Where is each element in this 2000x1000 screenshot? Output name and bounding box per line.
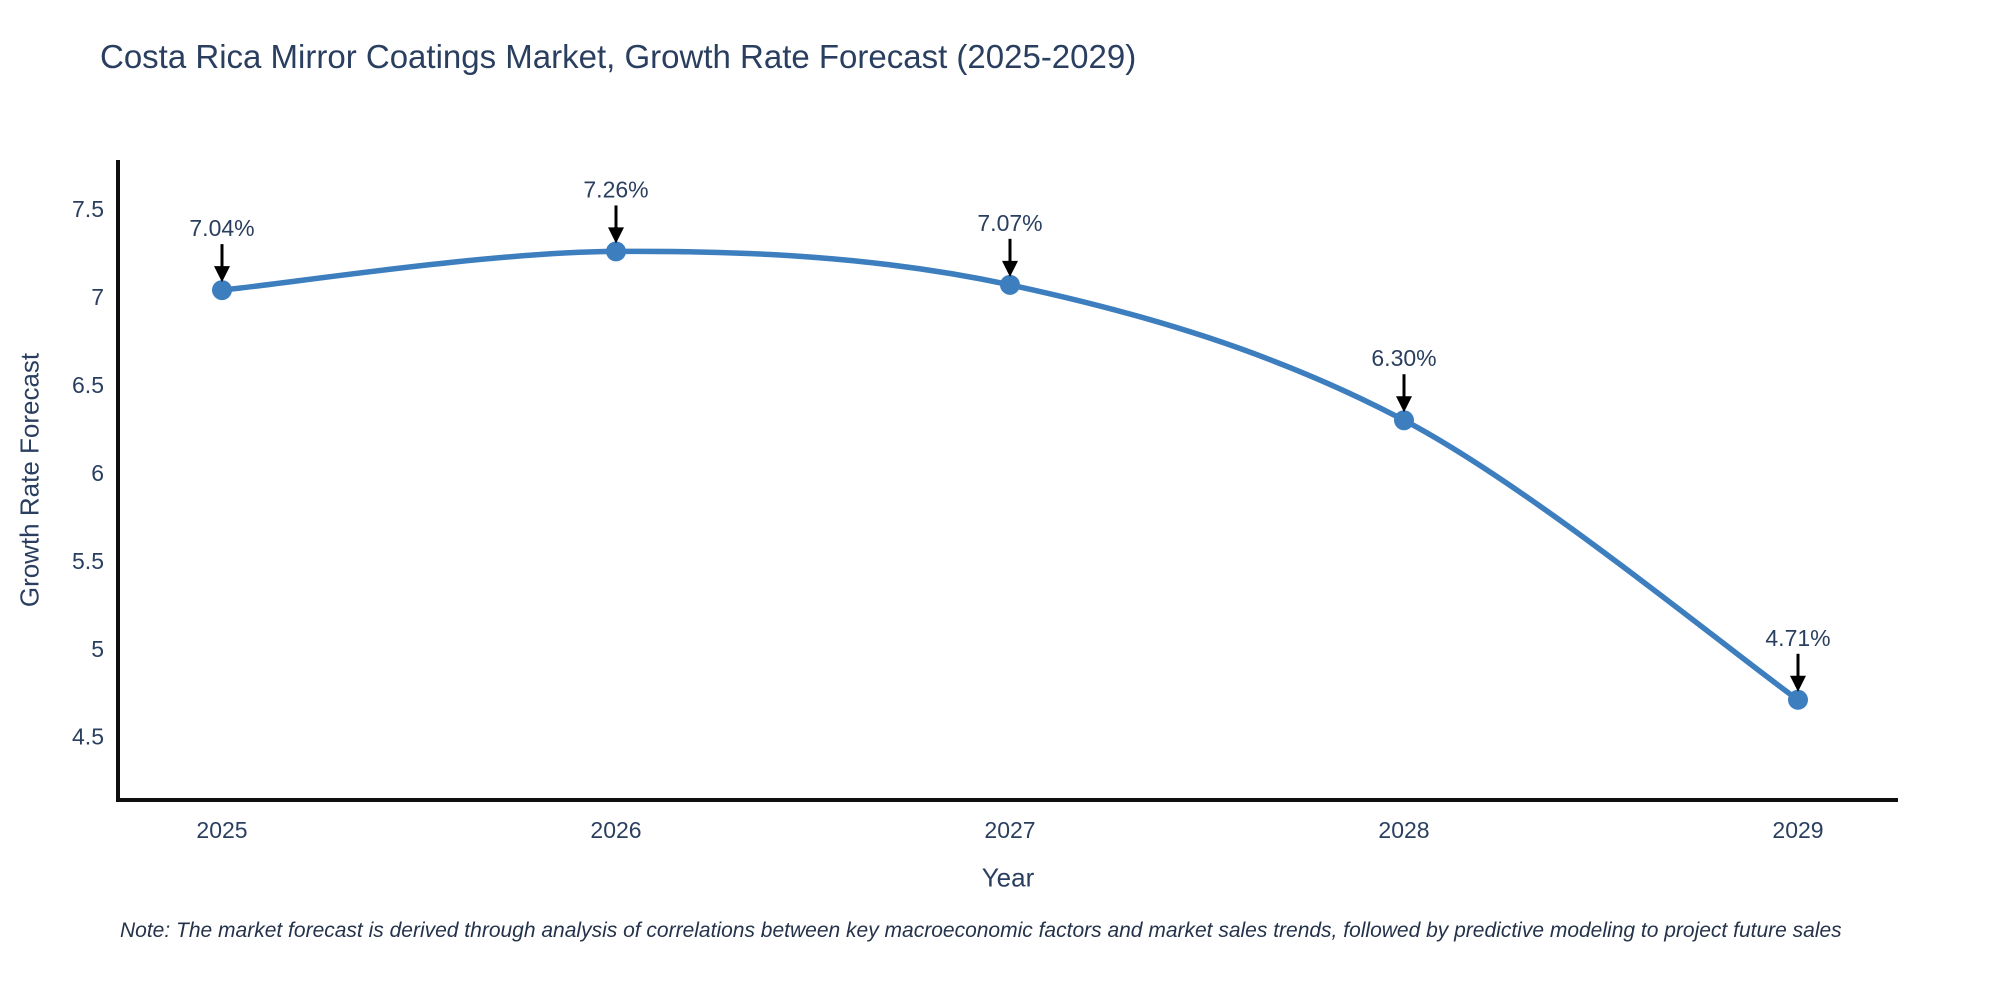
data-point-marker[interactable] bbox=[1394, 410, 1414, 431]
y-axis-title: Growth Rate Forecast bbox=[14, 352, 45, 608]
annotation-arrowhead bbox=[1002, 260, 1018, 277]
x-tick-label: 2026 bbox=[590, 817, 641, 843]
annotation-label: 7.07% bbox=[977, 210, 1042, 236]
y-tick-label: 6 bbox=[91, 460, 104, 486]
y-tick-label: 6.5 bbox=[72, 372, 104, 398]
footnote: Note: The market forecast is derived thr… bbox=[120, 919, 1842, 942]
annotation-arrowhead bbox=[214, 266, 230, 283]
x-tick-label: 2028 bbox=[1378, 817, 1429, 843]
annotation-arrowhead bbox=[1790, 675, 1806, 692]
y-tick-label: 5.5 bbox=[72, 548, 104, 574]
y-tick-label: 7 bbox=[91, 284, 104, 310]
data-point-marker[interactable] bbox=[1000, 274, 1020, 295]
annotation-label: 7.26% bbox=[583, 176, 648, 202]
y-tick-label: 7.5 bbox=[72, 196, 104, 222]
x-tick-label: 2029 bbox=[1772, 817, 1823, 843]
data-point-marker[interactable] bbox=[212, 280, 232, 301]
data-point-marker[interactable] bbox=[606, 241, 626, 262]
series-line bbox=[219, 248, 1801, 703]
x-tick-label: 2027 bbox=[984, 817, 1035, 843]
x-axis-title: Year bbox=[981, 862, 1035, 893]
annotation-label: 6.30% bbox=[1371, 345, 1436, 371]
annotation-label: 4.71% bbox=[1765, 625, 1830, 651]
x-tick-label: 2025 bbox=[196, 817, 247, 843]
annotation-label: 7.04% bbox=[189, 215, 254, 241]
annotation-arrowhead bbox=[608, 227, 624, 244]
y-tick-label: 5 bbox=[91, 636, 104, 662]
data-point-marker[interactable] bbox=[1788, 689, 1808, 710]
y-tick-label: 4.5 bbox=[72, 724, 104, 750]
chart-title: Costa Rica Mirror Coatings Market, Growt… bbox=[100, 38, 1137, 75]
annotation-arrowhead bbox=[1396, 396, 1412, 413]
